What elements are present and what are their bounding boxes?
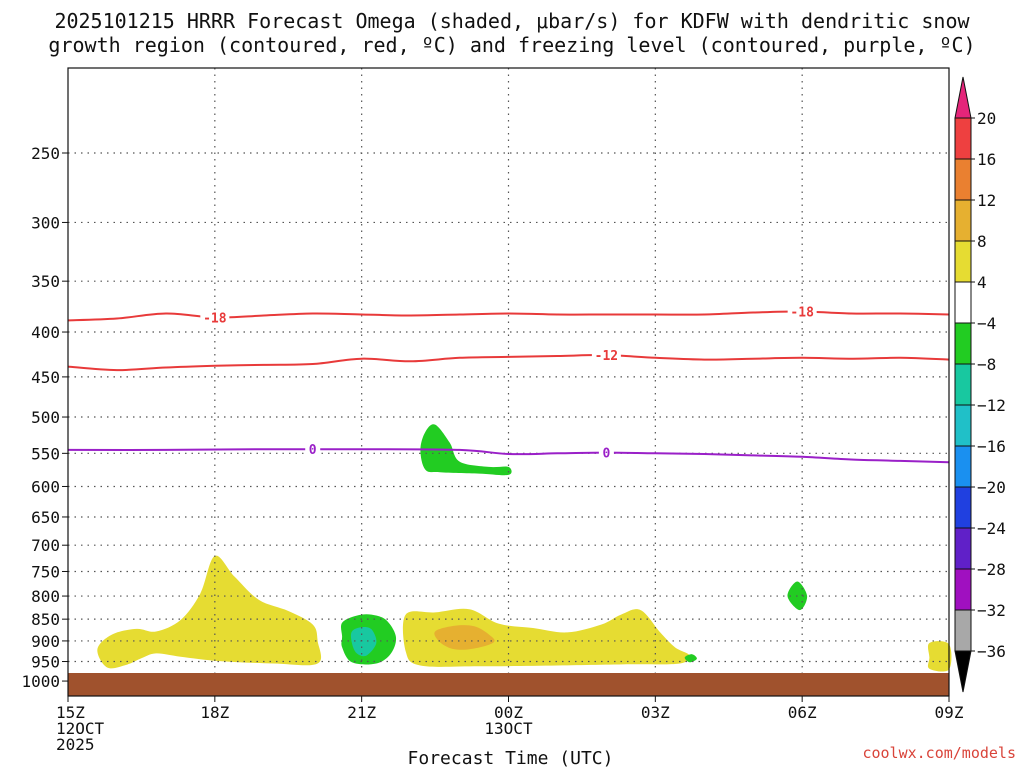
- y-axis: 250 300 350 400 450 500 550 600 650 700 750 800 850 9…: [21, 144, 68, 691]
- colorbar-label: −8: [977, 355, 996, 374]
- y-tick-label: 950: [31, 653, 60, 672]
- y-tick-label: 800: [31, 587, 60, 606]
- contour-line: [67, 448, 950, 464]
- y-tick-label: 300: [31, 213, 60, 232]
- omega-region: [927, 641, 952, 672]
- omega-region: [97, 555, 322, 669]
- chart-title-line-2: growth region (contoured, red, ºC) and f…: [48, 33, 976, 57]
- colorbar-bin: [954, 568, 972, 611]
- contour-label-background: [787, 304, 817, 319]
- colorbar-label: −12: [977, 396, 1006, 415]
- omega-region: [434, 625, 495, 650]
- colorbar-bin: [954, 650, 972, 693]
- y-tick-label: 850: [31, 610, 60, 629]
- colorbar-label: 12: [977, 191, 996, 210]
- x-tick-label: 03Z: [641, 703, 670, 722]
- x-tick-label: 00Z: [494, 703, 523, 722]
- colorbar-label: 8: [977, 232, 987, 251]
- contour-label: -18: [203, 311, 227, 326]
- colorbar-bin: [954, 199, 972, 242]
- y-tick-label: 350: [31, 272, 60, 291]
- y-tick-label: 700: [31, 536, 60, 555]
- colorbar-label: −32: [977, 601, 1006, 620]
- y-tick-label: 250: [31, 144, 60, 163]
- y-tick-label: 900: [31, 632, 60, 651]
- omega-region: [402, 608, 690, 667]
- omega-region: [684, 654, 697, 663]
- y-tick-label: 550: [31, 444, 60, 463]
- colorbar-label: 20: [977, 109, 996, 128]
- colorbar-label: −20: [977, 478, 1006, 497]
- contour-line: [67, 354, 950, 372]
- grid-lines: [68, 68, 949, 696]
- colorbar-label: −16: [977, 437, 1006, 456]
- x-tick-label: 09Z: [935, 703, 964, 722]
- x-tick-label: 2025: [56, 735, 95, 754]
- colorbar-label: −36: [977, 642, 1006, 661]
- contour-label-background: [591, 348, 621, 363]
- y-tick-label: 500: [31, 408, 60, 427]
- colorbar-label: −28: [977, 560, 1006, 579]
- colorbar-bin: [954, 76, 972, 119]
- colorbar-bin: [954, 281, 972, 324]
- colorbar-legend: 20 16 12 8 4 −4 −8 −12 −16 −20 −24 −28 −32 −36: [954, 76, 1006, 693]
- x-tick-label: 15Z: [56, 703, 85, 722]
- contour-label-background: [598, 445, 614, 460]
- y-tick-label: 650: [31, 508, 60, 527]
- contour-label: -18: [790, 305, 814, 320]
- x-tick-label: 06Z: [788, 703, 817, 722]
- colorbar-label: −4: [977, 314, 996, 333]
- colorbar-bin: [954, 117, 972, 160]
- credit-text: coolwx.com/models: [862, 744, 1016, 762]
- x-tick-label: 21Z: [347, 703, 376, 722]
- colorbar-bin: [954, 363, 972, 406]
- y-tick-label: 750: [31, 562, 60, 581]
- x-axis-label: Forecast Time (UTC): [408, 748, 614, 768]
- colorbar-bin: [954, 322, 972, 365]
- x-tick-label: 13OCT: [484, 719, 533, 738]
- y-tick-label: 1000: [21, 672, 60, 691]
- contour-label: 0: [309, 443, 317, 458]
- x-tick-label: 18Z: [200, 703, 229, 722]
- omega-region: [350, 626, 377, 657]
- colorbar-bin: [954, 158, 972, 201]
- ground-fill: [68, 673, 949, 696]
- colorbar-bin: [954, 486, 972, 529]
- contour-label: -12: [595, 349, 618, 364]
- ground-layer: [68, 673, 949, 696]
- contour-label-background: [305, 442, 321, 457]
- omega-region: [420, 424, 512, 476]
- colorbar-bin: [954, 240, 972, 283]
- y-tick-label: 400: [31, 323, 60, 342]
- omega-shading-layer: [97, 424, 952, 672]
- colorbar-bin: [954, 404, 972, 447]
- colorbar-bin: [954, 609, 972, 652]
- colorbar-bin: [954, 527, 972, 570]
- colorbar-label: 4: [977, 273, 987, 292]
- colorbar-label: 16: [977, 150, 996, 169]
- chart-title-line-1: 2025101215 HRRR Forecast Omega (shaded, …: [54, 9, 970, 33]
- contour-label: 0: [602, 447, 610, 462]
- colorbar-bin: [954, 445, 972, 488]
- y-tick-label: 450: [31, 368, 60, 387]
- x-tick-label: 12OCT: [56, 719, 105, 738]
- contour-label-background: [200, 310, 230, 325]
- colorbar-label: −24: [977, 519, 1006, 538]
- contour-layer: -18 -18 -12 0 0: [67, 304, 950, 464]
- y-tick-label: 600: [31, 477, 60, 496]
